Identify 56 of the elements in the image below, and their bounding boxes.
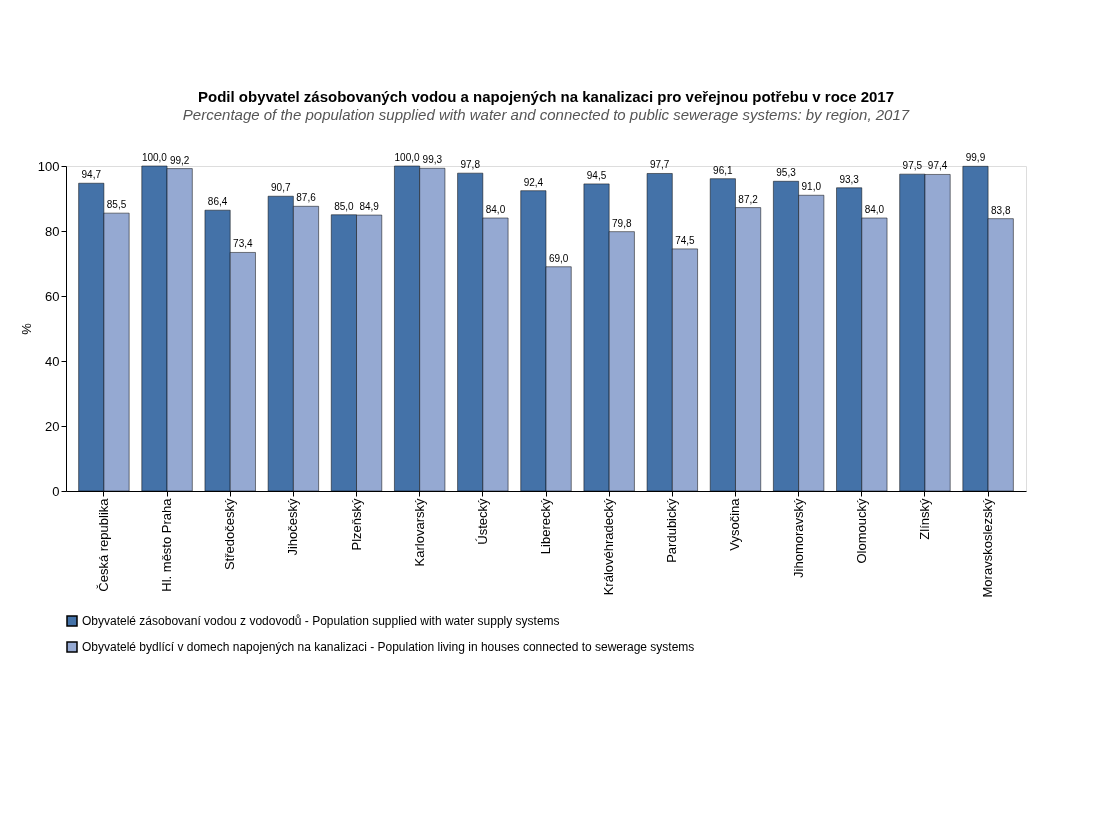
y-tick-label: 0 [52, 483, 60, 499]
data-label: 74,5 [675, 234, 696, 246]
y-tick-label: 60 [45, 288, 60, 304]
x-tick-label: Vysočina [727, 497, 743, 551]
y-axis-title: % [18, 322, 34, 335]
data-label: 99,3 [422, 154, 443, 166]
x-tick-label: Královéhradecký [601, 498, 617, 596]
data-label: 100,0 [394, 152, 420, 163]
y-tick-label: 80 [45, 223, 60, 239]
data-label: 99,9 [965, 152, 986, 164]
x-tick-label: Plzeňský [348, 498, 364, 551]
data-label: 94,7 [81, 169, 102, 181]
x-tick-label: Liberecký [538, 498, 553, 555]
data-label: 84,0 [864, 204, 885, 215]
data-label: 97,4 [927, 160, 948, 172]
x-tick-label: Karlovarský [411, 498, 427, 567]
data-label: 97,8 [460, 159, 481, 171]
data-label: 86,4 [207, 196, 228, 208]
x-tick-label: Hl. město Praha [159, 497, 175, 592]
data-label: 93,3 [839, 173, 860, 185]
x-tick-label: Jihočeský [285, 498, 301, 556]
data-label: 84,9 [359, 201, 380, 213]
data-label: 85,0 [334, 200, 355, 212]
data-label: 79,8 [612, 217, 632, 229]
x-tick-label: Moravskoslezský [980, 498, 996, 598]
data-label: 97,5 [902, 160, 923, 172]
data-label: 87,6 [296, 192, 317, 204]
data-label: 91,0 [801, 181, 822, 193]
data-label: 85,5 [106, 199, 127, 211]
legend-label: Obyvatelé zásobovaní vodou z vodovodů - Population supplied with water supply systems [82, 614, 560, 628]
chart-title: Podil obyvatel zásobovaných vodou a napojených na kanalizaci pro veřejnou potřebu v roce 2017 [197, 88, 895, 105]
x-tick-label: Jihomoravský [790, 498, 806, 578]
data-label: 87,2 [738, 193, 759, 205]
x-tick-label: Středočeský [222, 498, 238, 571]
data-label: 99,2 [169, 154, 190, 166]
legend-label: Obyvatelé bydlící v domech napojených na kanalizaci - Population living in houses connected to sewerage systems [82, 640, 695, 654]
data-label: 96,1 [713, 164, 734, 176]
data-label: 83,8 [991, 204, 1011, 216]
data-label: 69,0 [548, 252, 569, 264]
y-tick-label: 20 [45, 418, 60, 434]
data-label: 95,3 [776, 167, 797, 179]
y-tick-label: 100 [37, 158, 60, 174]
x-tick-label: Zlínský [916, 498, 932, 540]
data-label: 90,7 [271, 182, 291, 194]
x-tick-label: Olomoucký [853, 498, 869, 564]
chart-subtitle: Percentage of the population supplied with water and connected to public sewerage systems: by region, 2017 [182, 106, 910, 123]
data-label: 100,0 [141, 152, 168, 163]
data-label: 94,5 [586, 169, 607, 181]
data-label: 97,7 [649, 159, 670, 171]
data-label: 92,4 [523, 176, 544, 188]
x-tick-label: Česká republika [95, 497, 111, 592]
y-tick-label: 40 [45, 353, 60, 369]
data-label: 73,4 [233, 238, 254, 250]
x-tick-label: Ústecký [474, 498, 490, 545]
x-tick-label: Pardubický [664, 498, 680, 563]
data-label: 84,0 [485, 204, 506, 215]
